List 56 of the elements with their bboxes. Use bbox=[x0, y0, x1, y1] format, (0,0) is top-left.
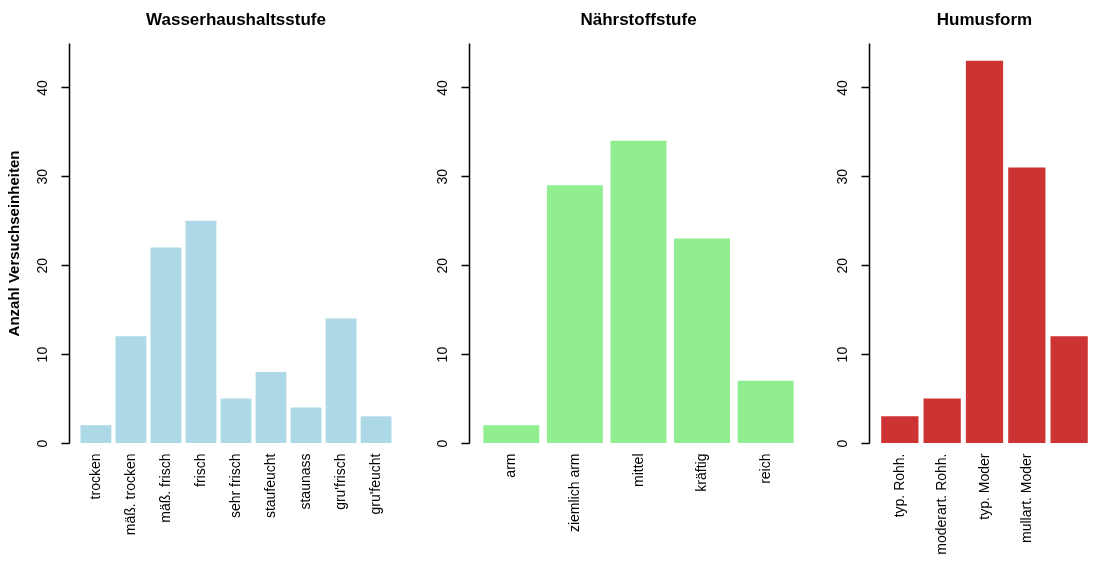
bar bbox=[674, 238, 731, 443]
bar bbox=[150, 247, 182, 443]
bar bbox=[360, 416, 392, 443]
bar bbox=[737, 380, 794, 443]
x-tick-label: reich bbox=[756, 453, 773, 484]
bar bbox=[220, 398, 252, 443]
x-tick-label: moderart. Rohh. bbox=[933, 453, 950, 555]
y-tick-label: 10 bbox=[433, 346, 450, 363]
y-tick-label: 40 bbox=[433, 79, 450, 96]
bar bbox=[546, 185, 603, 443]
x-tick-label: mullart. Moder bbox=[1017, 453, 1034, 543]
x-tick-label: typ. Rohh. bbox=[890, 453, 907, 518]
y-tick-label: 0 bbox=[433, 439, 450, 448]
y-tick-label: 10 bbox=[33, 346, 50, 363]
x-tick-label: typ. Moder bbox=[975, 453, 992, 520]
x-tick-label: mittel bbox=[629, 453, 646, 487]
bar bbox=[80, 425, 112, 443]
chart-title: Humusform bbox=[936, 10, 1033, 29]
bar bbox=[881, 416, 919, 443]
x-tick-label: trocken bbox=[86, 453, 103, 500]
x-tick-label: ziemlich arm bbox=[565, 453, 582, 533]
y-tick-label: 20 bbox=[833, 257, 850, 274]
y-tick-label: 10 bbox=[833, 346, 850, 363]
chart-title: Nährstoffstufe bbox=[580, 10, 697, 29]
y-tick-label: 20 bbox=[33, 257, 50, 274]
x-tick-label: arm bbox=[502, 453, 519, 478]
y-tick-label: 30 bbox=[33, 168, 50, 185]
y-tick-label: 0 bbox=[833, 439, 850, 448]
bar bbox=[483, 425, 540, 443]
x-tick-label: kräftig bbox=[693, 453, 710, 492]
bar bbox=[185, 220, 217, 443]
y-tick-label: 40 bbox=[833, 79, 850, 96]
bar bbox=[325, 318, 357, 443]
x-tick-label: frisch bbox=[191, 453, 208, 487]
bar bbox=[115, 336, 147, 443]
x-tick-label: gru'frisch bbox=[332, 453, 349, 510]
bar bbox=[290, 407, 322, 443]
bar bbox=[610, 140, 667, 443]
x-tick-label: staunass bbox=[297, 453, 314, 510]
bar bbox=[1050, 336, 1088, 443]
x-tick-label: gru'feucht bbox=[367, 453, 384, 515]
x-tick-label: staufeucht bbox=[262, 453, 279, 519]
y-tick-label: 30 bbox=[833, 168, 850, 185]
bar bbox=[1008, 167, 1046, 443]
y-tick-label: 20 bbox=[433, 257, 450, 274]
bar bbox=[255, 371, 287, 443]
y-axis-title: Anzahl Versuchseinheiten bbox=[4, 150, 22, 337]
x-tick-label: sehr frisch bbox=[227, 453, 243, 519]
bar bbox=[923, 398, 961, 443]
bar bbox=[965, 60, 1004, 443]
chart-title: Wasserhaushaltsstufe bbox=[146, 10, 326, 29]
x-tick-label: mäß. frisch bbox=[156, 453, 173, 523]
y-tick-label: 30 bbox=[433, 168, 450, 185]
x-tick-label: mäß. trocken bbox=[121, 453, 138, 536]
y-tick-label: 0 bbox=[33, 439, 50, 448]
y-tick-label: 40 bbox=[33, 79, 50, 96]
